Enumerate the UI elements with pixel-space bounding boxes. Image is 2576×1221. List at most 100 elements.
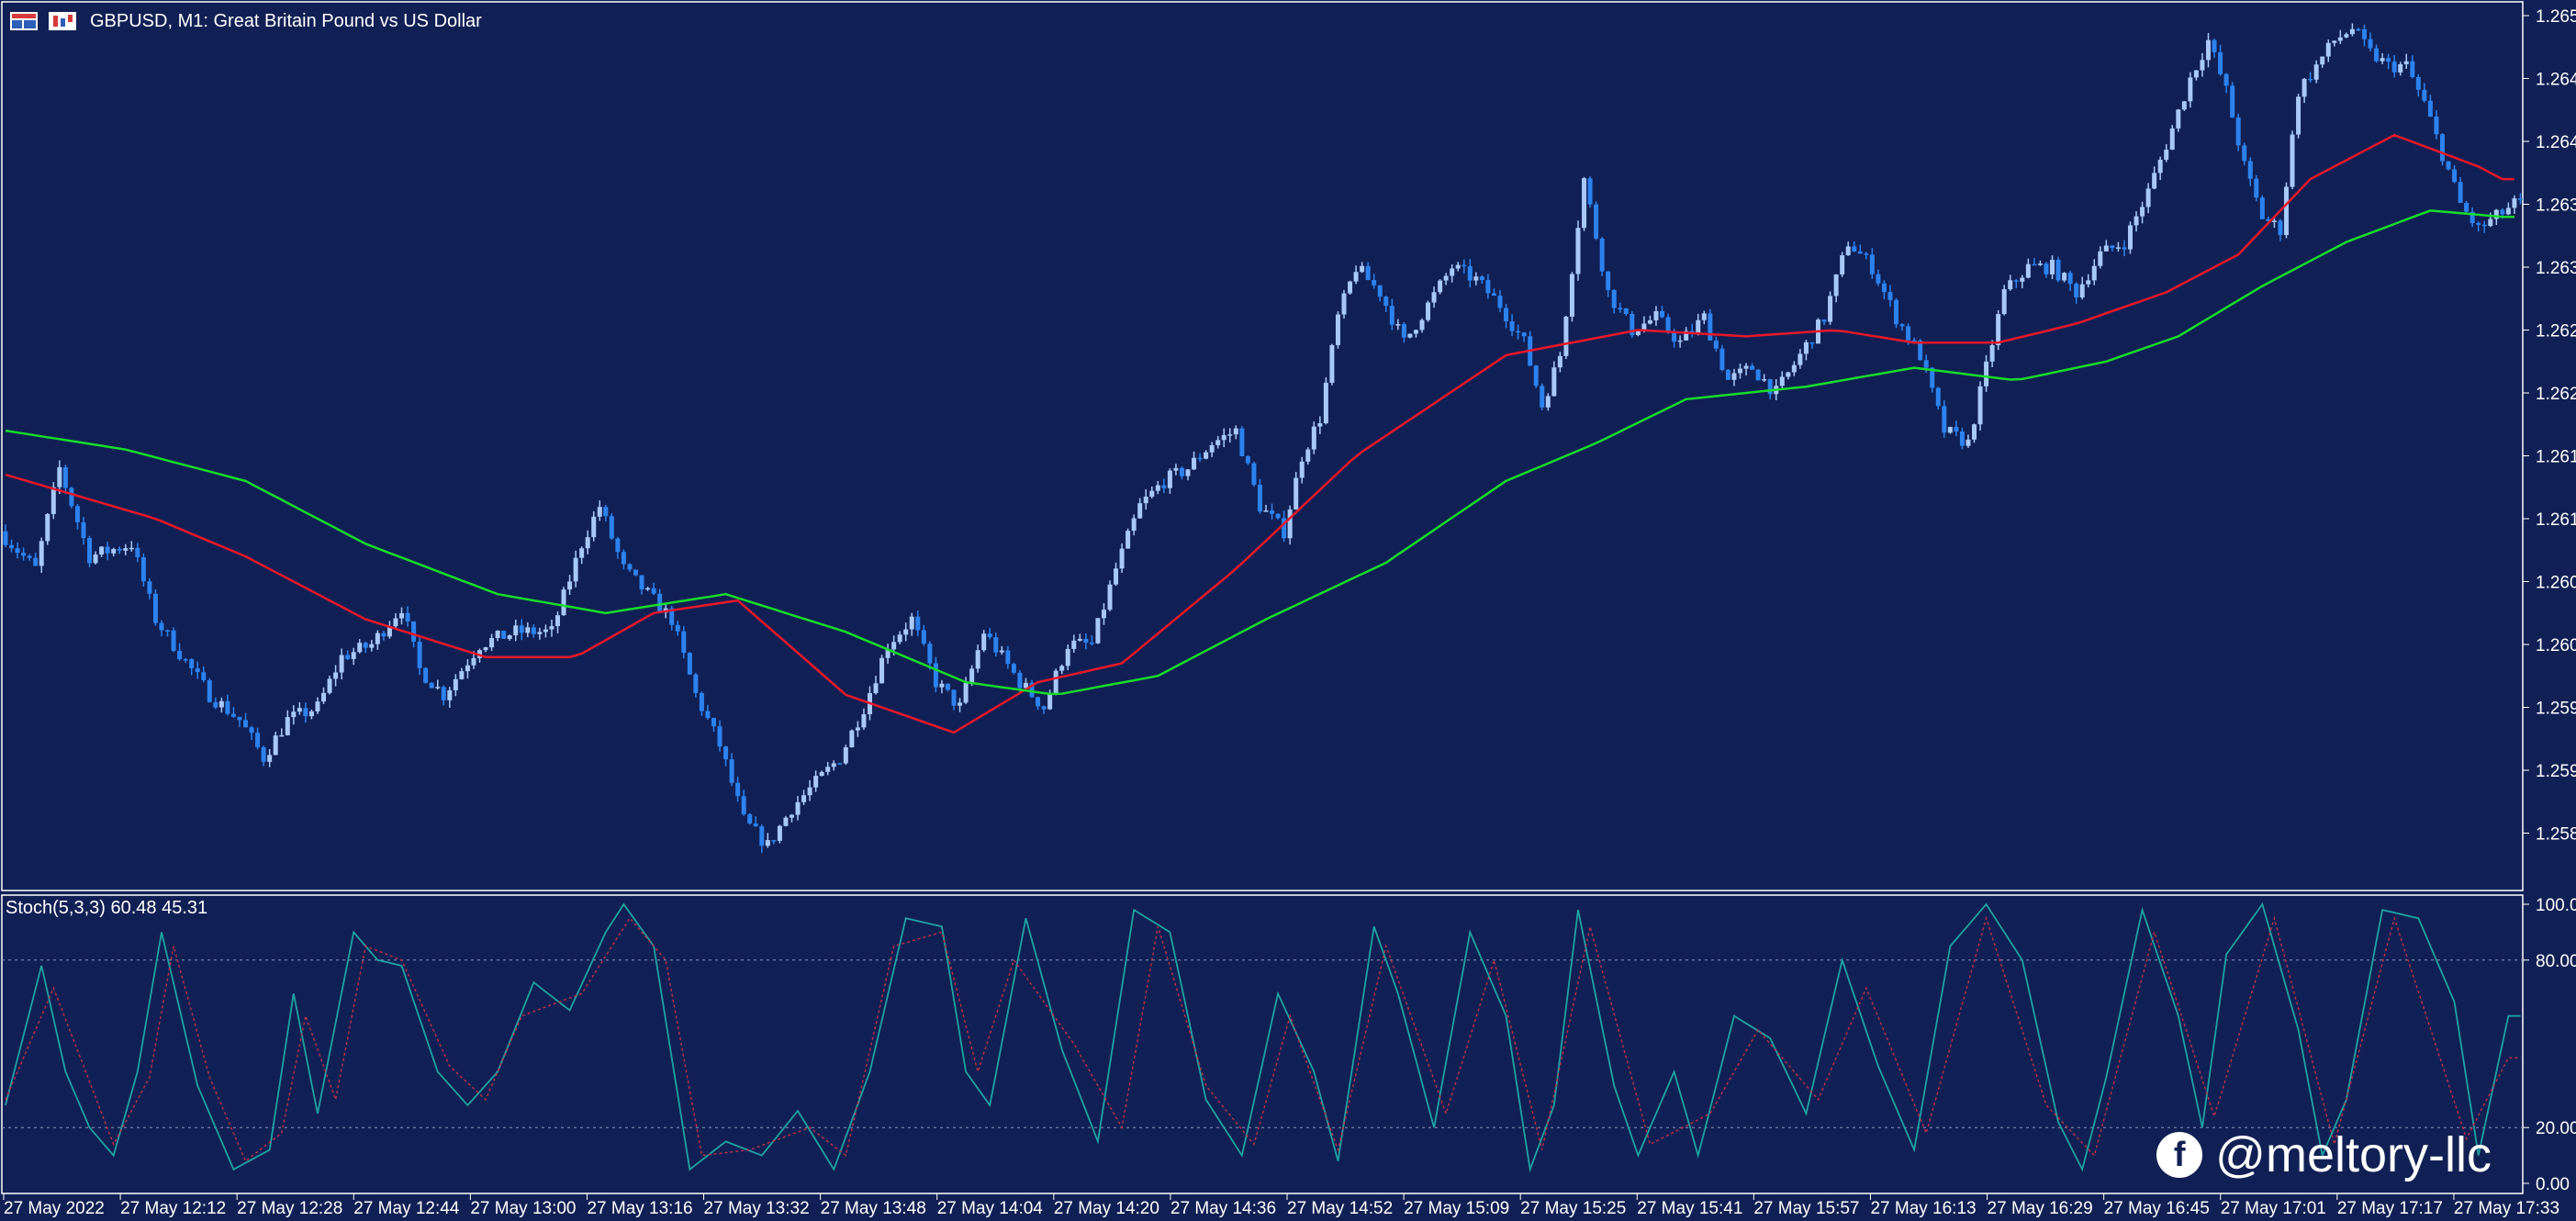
candle-body — [825, 767, 831, 772]
candle-body — [327, 678, 332, 693]
stoch-tick-label: 80.00 — [2536, 952, 2576, 971]
candle-body — [1227, 434, 1233, 436]
candle-body — [1918, 341, 1923, 361]
candle-body — [2188, 77, 2193, 102]
candle-body — [507, 635, 512, 639]
chart-window-icon[interactable] — [9, 10, 39, 32]
candle-body — [1569, 274, 1574, 317]
candle-body — [2044, 263, 2049, 274]
candle-body — [2032, 263, 2037, 266]
stoch-signal-line — [5, 915, 2521, 1162]
candle-body — [573, 557, 578, 582]
candle-body — [429, 682, 434, 689]
stochastic-panel[interactable] — [1, 894, 2524, 1194]
candle-body — [675, 624, 680, 632]
candle-body — [1089, 642, 1094, 644]
candle-body — [273, 735, 278, 756]
candle-body — [1443, 275, 1449, 281]
candle-body — [687, 653, 692, 675]
candle-body — [1959, 431, 1965, 446]
candle-body — [1521, 332, 1527, 337]
candle-body — [1660, 310, 1665, 318]
candle-body — [561, 589, 566, 616]
candle-body — [177, 650, 183, 660]
candle-body — [861, 713, 867, 728]
candle-body — [189, 659, 195, 668]
price-tick-label: 1.26340 — [2536, 259, 2576, 278]
candle-body — [2223, 73, 2229, 86]
candle-body — [813, 776, 819, 788]
candle-body — [1149, 490, 1155, 498]
candle-body — [2212, 39, 2217, 52]
candle-body — [93, 554, 98, 564]
candle-body — [152, 593, 158, 623]
candle-body — [639, 575, 644, 590]
candle-body — [1540, 386, 1545, 408]
candle-body — [123, 548, 129, 551]
main-chart-area[interactable] — [1, 1, 2524, 891]
candle-body — [9, 544, 15, 549]
price-tick-label: 1.26240 — [2536, 385, 2576, 404]
candle-body — [951, 689, 957, 706]
candle-body — [117, 549, 122, 551]
candle-body — [1713, 340, 1719, 349]
candle-body — [33, 557, 39, 566]
candle-body — [1036, 697, 1041, 707]
candle-body — [1023, 682, 1028, 689]
candle-body — [807, 787, 812, 796]
candle-body — [2091, 265, 2097, 281]
candle-body — [1647, 319, 1652, 324]
candle-body — [1126, 531, 1131, 549]
candle-body — [2103, 245, 2109, 252]
candle-body — [1971, 424, 1977, 440]
candle-body — [879, 657, 885, 684]
candle-body — [1413, 330, 1418, 334]
price-tick-label: 1.26490 — [2536, 71, 2576, 90]
candle-body — [411, 621, 417, 643]
candle-body — [1131, 518, 1137, 532]
candle-body — [591, 516, 597, 538]
candle-body — [1786, 372, 1791, 377]
candle-body — [909, 616, 914, 630]
candle-body — [2247, 161, 2253, 179]
candle-body — [735, 782, 741, 797]
candle-body — [399, 612, 405, 619]
candle-body — [1360, 265, 1365, 273]
candle-body — [2325, 42, 2331, 57]
candle-body — [2374, 48, 2380, 62]
candle-body — [969, 668, 975, 683]
candle-body — [2446, 161, 2451, 170]
price-tick-label: 1.25890 — [2536, 825, 2576, 845]
candle-body — [723, 746, 729, 760]
candle-body — [2025, 263, 2031, 278]
candle-body — [2481, 224, 2487, 227]
candle-body — [1767, 379, 1773, 395]
time-tick-label: 27 May 17:01 — [2221, 1199, 2326, 1218]
candle-body — [927, 644, 933, 664]
candle-body — [1977, 386, 1983, 425]
candle-body — [1011, 664, 1016, 673]
time-tick-label: 27 May 12:12 — [120, 1199, 226, 1218]
candle-body — [1053, 670, 1058, 693]
candle-body — [1209, 444, 1215, 453]
candlestick-chart-icon[interactable] — [48, 10, 77, 32]
price-tick-label: 1.26090 — [2536, 574, 2576, 593]
candle-body — [213, 701, 218, 708]
candle-body — [615, 538, 621, 553]
candle-body — [303, 708, 308, 717]
candle-body — [1282, 518, 1287, 539]
candle-body — [423, 667, 429, 683]
candle-body — [1137, 503, 1143, 519]
candle-body — [195, 667, 200, 673]
candle-body — [183, 659, 188, 661]
stochastic-panel-border — [1, 894, 2524, 1194]
candle-body — [1270, 510, 1275, 514]
candle-body — [1996, 314, 2001, 345]
candle-body — [2361, 28, 2367, 39]
candle-body — [2458, 182, 2463, 203]
candle-body — [2230, 85, 2235, 118]
candle-body — [2470, 211, 2475, 223]
candle-body — [651, 588, 656, 594]
candle-body — [315, 701, 320, 711]
